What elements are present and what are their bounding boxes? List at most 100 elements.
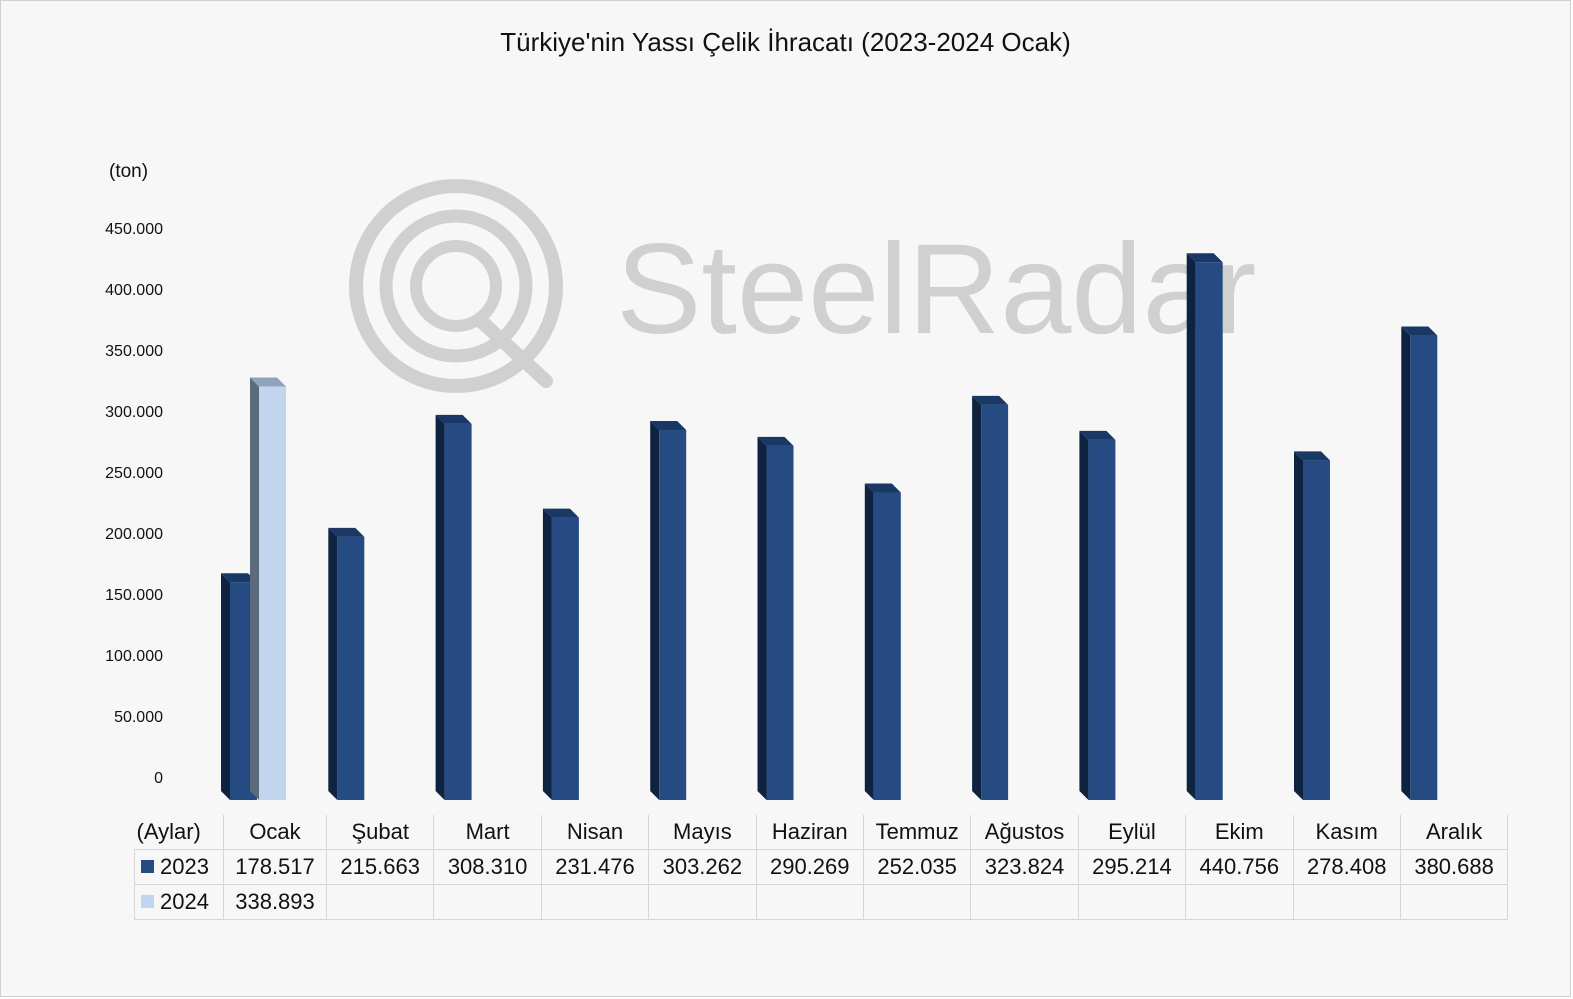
bar-side-face (1186, 253, 1196, 800)
data-label: 278.408 (1292, 849, 1401, 885)
data-table: (Aylar) Ocak Şubat Mart Nisan Mayıs Haziran Tem… (134, 815, 1509, 920)
legend-entry: 2023 (134, 849, 224, 885)
category-label: Ocak (223, 815, 327, 850)
bar-front-face (444, 423, 472, 800)
y-tick-label: 150.000 (105, 587, 163, 604)
bar-front-face (551, 517, 579, 800)
category-label: Temmuz (862, 815, 972, 850)
bar-side-face (650, 421, 660, 800)
data-label (1292, 884, 1401, 920)
category-label: Aralık (1399, 815, 1509, 850)
data-label: 380.688 (1399, 849, 1509, 885)
table-row-2024: 2024 338.893 (134, 884, 1509, 920)
bar-2023-Aralık (1401, 326, 1438, 800)
data-label: 215.663 (325, 849, 435, 885)
bar-top-face (1079, 430, 1116, 440)
data-label (540, 884, 650, 920)
bar-front-face (1410, 335, 1438, 800)
table-row-2023: 2023 178.517 215.663 308.310 231.476 303.262 2… (134, 849, 1509, 885)
bars-group (221, 253, 1438, 800)
chart-plot-area: SteelRadar 0 50.000 100.000 150.000 200.000 2… (105, 179, 1438, 800)
bar-2023-Eylül (1079, 430, 1116, 800)
category-label: Şubat (325, 815, 435, 850)
bar-front-face (873, 492, 901, 800)
data-label: 440.756 (1185, 849, 1294, 885)
data-label (970, 884, 1079, 920)
bar-front-face (659, 430, 687, 800)
watermark-text: SteelRadar (616, 218, 1256, 361)
bar-top-face (1186, 253, 1223, 263)
y-tick-label: 100.000 (105, 648, 163, 665)
bar-side-face (1079, 430, 1089, 800)
bar-2023-Ekim (1186, 253, 1223, 800)
bar-side-face (250, 377, 259, 800)
data-label (648, 884, 757, 920)
data-label (755, 884, 864, 920)
data-label: 323.824 (970, 849, 1079, 885)
bar-side-face (757, 436, 767, 800)
data-label: 308.310 (433, 849, 542, 885)
data-label (433, 884, 542, 920)
y-tick-label: 350.000 (105, 343, 163, 360)
bar-2023-Şubat (328, 527, 365, 800)
data-label (1077, 884, 1187, 920)
data-label (862, 884, 972, 920)
bar-side-face (328, 527, 338, 800)
bar-top-face (864, 483, 901, 493)
bar-side-face (972, 395, 982, 800)
bar-top-face (650, 421, 687, 431)
y-axis: 0 50.000 100.000 150.000 200.000 250.000 300.0… (105, 221, 163, 787)
bar-2023-Ağustos (972, 395, 1009, 800)
category-label: Nisan (540, 815, 650, 850)
bar-top-face (435, 414, 472, 424)
y-tick-label: 0 (154, 770, 163, 787)
y-tick-label: 450.000 (105, 221, 163, 238)
bar-side-face (221, 573, 230, 800)
table-header-row: (Aylar) Ocak Şubat Mart Nisan Mayıs Haziran Tem… (134, 815, 1509, 850)
chart-title: Türkiye'nin Yassı Çelik İhracatı (2023-2… (500, 27, 1071, 57)
data-label: 295.214 (1077, 849, 1187, 885)
category-label: Mayıs (648, 815, 757, 850)
bar-2023-Nisan (542, 508, 579, 800)
bar-front-face (981, 404, 1009, 800)
bar-side-face (1401, 326, 1411, 800)
data-label: 252.035 (862, 849, 972, 885)
category-label: Kasım (1292, 815, 1401, 850)
bar-side-face (1294, 451, 1303, 800)
data-label: 303.262 (648, 849, 757, 885)
data-label (1399, 884, 1509, 920)
bar-2023-Kasım (1294, 451, 1330, 800)
legend-entry: 2024 (134, 884, 224, 920)
bar-2023-Mart (435, 414, 472, 800)
legend-series-name: 2023 (160, 854, 209, 879)
category-label: Eylül (1077, 815, 1187, 850)
y-tick-label: 400.000 (105, 282, 163, 299)
bar-side-face (435, 414, 445, 800)
data-label (1185, 884, 1294, 920)
data-label: 290.269 (755, 849, 864, 885)
data-label: 338.893 (223, 884, 327, 920)
legend-series-name: 2024 (160, 889, 209, 914)
y-tick-label: 50.000 (114, 709, 163, 726)
bar-2024-Ocak (250, 377, 286, 800)
bar-top-face (1401, 326, 1438, 336)
bar-front-face (259, 386, 286, 800)
bar-top-face (250, 377, 286, 387)
legend-swatch (141, 859, 154, 873)
category-label: Haziran (755, 815, 864, 850)
bar-2023-Mayıs (650, 421, 687, 800)
category-label: Ekim (1185, 815, 1294, 850)
y-tick-label: 250.000 (105, 465, 163, 482)
bar-top-face (542, 508, 579, 518)
bar-front-face (1195, 262, 1223, 800)
bar-front-face (1303, 460, 1330, 800)
bar-2023-Haziran (757, 436, 794, 800)
bar-top-face (221, 573, 257, 583)
bar-top-face (972, 395, 1009, 405)
bar-front-face (766, 445, 794, 800)
legend-swatch (141, 894, 154, 908)
bar-top-face (757, 436, 794, 446)
y-axis-unit-label: (ton) (109, 161, 149, 182)
bar-2023-Temmuz (864, 483, 901, 800)
